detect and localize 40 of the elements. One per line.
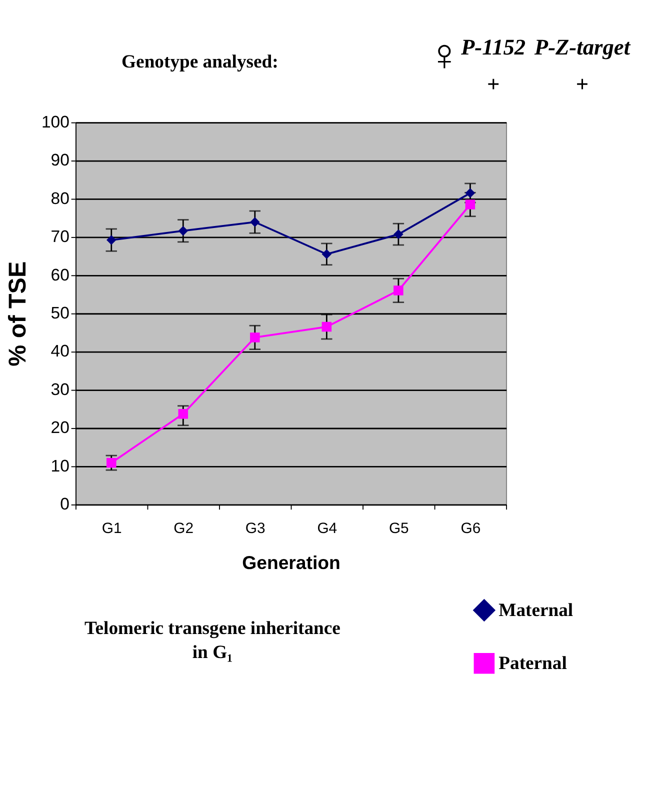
y-tick-label: 10: [50, 456, 70, 476]
y-tick-label: 80: [50, 188, 70, 208]
x-tick-label: G1: [102, 520, 122, 537]
y-tick-label: 40: [50, 342, 70, 361]
point: [250, 332, 260, 342]
text: P-Z-target: [533, 34, 631, 60]
point: [322, 249, 332, 260]
y-axis-title: % of TSE: [4, 261, 32, 366]
y-tick-label: 0: [60, 494, 70, 514]
x-tick-label: G3: [245, 520, 266, 537]
text: +: [486, 72, 500, 97]
point: [322, 322, 332, 332]
y-tick-label: 100: [41, 112, 70, 132]
legend-title: Telomeric transgene inheritance in G₁: [84, 618, 340, 664]
y-tick-label: 20: [50, 418, 70, 438]
point: [394, 286, 404, 296]
x-axis-title: Generation: [242, 552, 340, 574]
y-tick-label: 30: [50, 380, 70, 399]
x-tick-label: G6: [460, 520, 481, 537]
point: [106, 458, 116, 468]
point: [465, 200, 476, 210]
point: [465, 188, 476, 198]
y-tick-label: 60: [50, 265, 70, 284]
legend-label: Paternal: [498, 652, 567, 674]
text: P-1152: [460, 34, 526, 60]
x-tick-label: G4: [317, 520, 338, 537]
point: [178, 226, 188, 236]
point: [250, 217, 260, 227]
x-tick-label: G5: [388, 520, 409, 537]
y-tick-label: 50: [50, 304, 70, 323]
legend-label: Maternal: [498, 600, 574, 621]
point: [106, 235, 116, 245]
point: [178, 409, 188, 419]
y-tick-label: 70: [50, 227, 70, 246]
y-tick-label: 90: [50, 150, 70, 170]
text: ♀: [428, 30, 462, 80]
text: +: [576, 72, 589, 97]
chart-title: Genotype analysed:: [122, 51, 278, 72]
x-tick-label: G2: [174, 520, 194, 537]
point: [394, 229, 404, 240]
